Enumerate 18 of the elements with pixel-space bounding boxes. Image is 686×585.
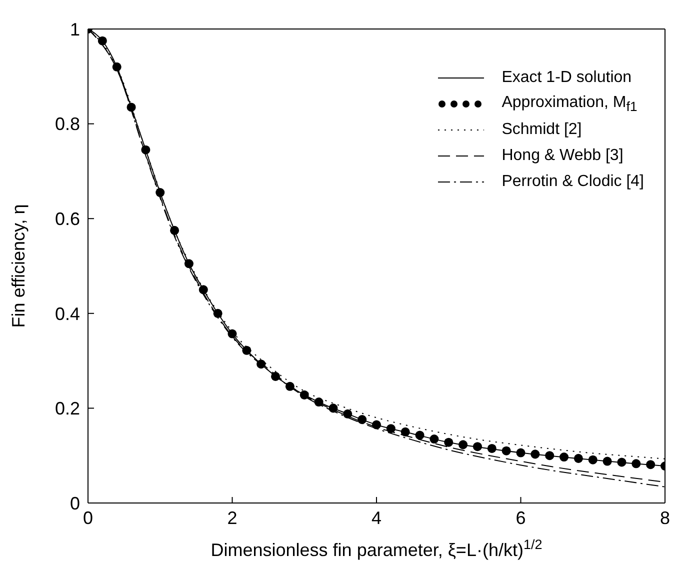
legend-label: Approximation, M$_{f1}$ [502,94,638,114]
x-tick-label: 2 [227,508,238,528]
x-tick-label: 6 [516,508,526,528]
y-tick-label: 0.6 [54,208,80,229]
x-tick-label: 0 [82,508,94,528]
y-tick-label: 0.8 [54,114,80,134]
y-tick-label: 0.2 [54,398,80,419]
x-tick-label: 8 [660,508,670,528]
legend-label: Schmidt [2] [502,121,582,139]
y-tick-label: 0.4 [54,304,80,324]
x-axis-title: Dimensionless fin parameter, ξ=L·(h/kt)$^{1/2}$ [210,536,542,560]
y-axis-title: Fin efficiency, η [8,204,28,328]
x-tick-label: 4 [371,508,382,528]
legend-label: Exact 1-D solution [502,69,632,87]
y-tick-label: 0 [70,493,80,514]
legend-label: Hong & Webb [3] [502,147,624,165]
legend-label: Perrotin & Clodic [4] [502,173,644,191]
y-tick-label: 1 [70,19,80,40]
